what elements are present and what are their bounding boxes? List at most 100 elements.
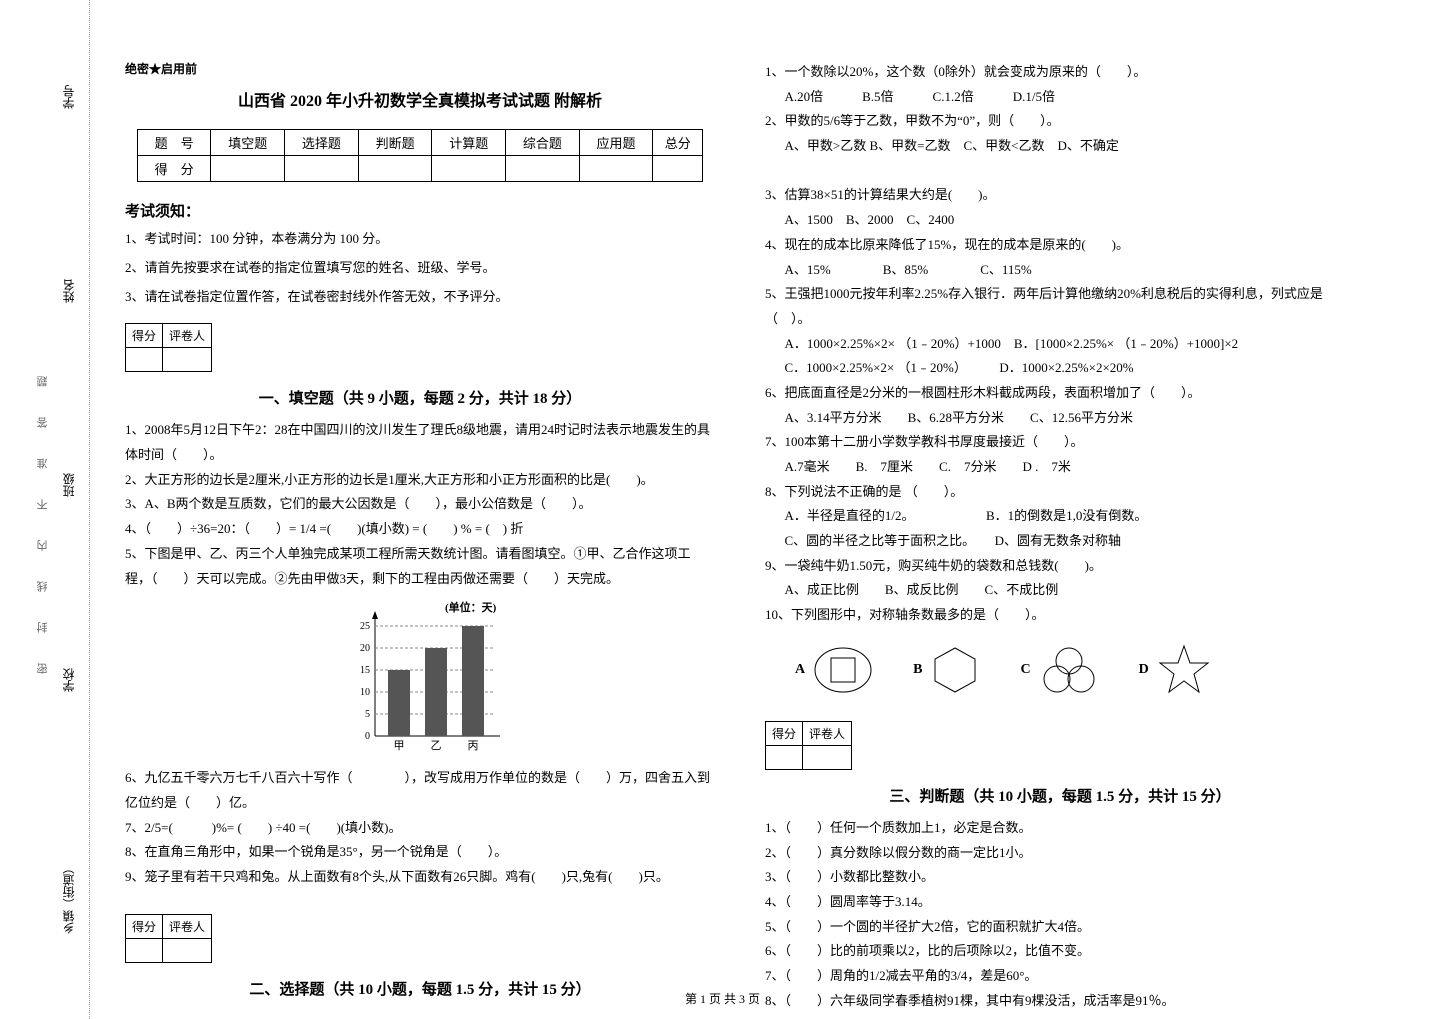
x-label: 甲 [394,740,405,751]
chart-unit-label: (单位：天) [445,601,497,614]
y-tick: 15 [360,665,370,676]
instruction-item: 3、请在试卷指定位置作答，在试卷密封线外作答无效，不予评分。 [125,287,715,308]
y-tick: 0 [365,731,370,742]
shape-label: D [1139,662,1149,678]
score-label: 得分 [126,324,163,348]
choice-q5-opts-b: C．1000×2.25%×2× （1﹣20%） D．1000×2.25%×2×2… [765,356,1355,381]
bar-jia [388,670,410,736]
fill-q6: 6、九亿五千零六万七千八百六十写作（ ），改写成用万作单位的数是（ ）万，四舍五… [125,766,715,815]
choice-q3-opts: A、1500 B、2000 C、2400 [765,208,1355,233]
y-tick: 20 [360,643,370,654]
section-score-box: 得分 评卷人 [125,914,212,963]
shape-b: B [913,645,980,695]
square-in-ellipse-icon [813,645,873,695]
confidential-text: 绝密★启用前 [125,60,715,77]
score-th: 计算题 [432,130,506,156]
shape-label: A [795,662,805,678]
choice-q6: 6、把底面直径是2分米的一根圆柱形木料截成两段，表面积增加了（ ）。 [765,381,1355,406]
section-3-heading: 三、判断题（共 10 小题，每题 1.5 分，共计 15 分） [765,785,1355,806]
choice-q9-opts: A、成正比例 B、成反比例 C、不成比例 [765,578,1355,603]
binding-field-labels: 乡镇（街道） 学校 班级 姓名 学号 [60,0,77,1019]
section-score-box: 得分 评卷人 [125,323,212,372]
y-tick: 25 [360,621,370,632]
score-label: 得分 [766,721,803,745]
right-column: 1、一个数除以20%，这个数（0除外）就会变成为原来的（ ）。 A.20倍 B.… [740,0,1380,980]
fill-q9: 9、笼子里有若干只鸡和兔。从上面数有8个头,从下面数有26只脚。鸡有( )只,兔… [125,865,715,890]
binding-edge: 乡镇（街道） 学校 班级 姓名 学号 密封线内不准答题 [0,0,90,1019]
choice-q2: 2、甲数的5/6等于乙数，甲数不为“0”，则（ ）。 [765,109,1355,134]
y-axis-arrow [372,611,378,619]
marker-label: 评卷人 [163,324,212,348]
score-td: 得 分 [137,156,211,182]
y-ticks: 25 20 15 10 5 0 [360,621,370,742]
left-column: 绝密★启用前 山西省 2020 年小升初数学全真模拟考试试题 附解析 题 号 填… [100,0,740,980]
judge-q7: 7、（ ）周角的1/2减去平角的3/4，差是60°。 [765,964,1355,989]
choice-q8-opts-a: A．半径是直径的1/2。 B．1的倒数是1,0没有倒数。 [765,504,1355,529]
choice-q3: 3、估算38×51的计算结果大约是( )。 [765,183,1355,208]
page-footer: 第 1 页 共 3 页 [0,990,1445,1007]
shape-d: D [1139,643,1212,698]
fill-questions: 1、2008年5月12日下午2：28在中国四川的汶川发生了理氏8级地震，请用24… [125,418,715,591]
choice-q4-opts: A、15% B、85% C、115% [765,258,1355,283]
score-th: 题 号 [137,130,211,156]
instruction-item: 1、考试时间：100 分钟，本卷满分为 100 分。 [125,229,715,250]
instructions-block: 考试须知： 1、考试时间：100 分钟，本卷满分为 100 分。 2、请首先按要… [125,200,715,307]
fill-q7: 7、2/5=( )%= ( ) ÷40 =( )(填小数)。 [125,816,715,841]
score-th: 填空题 [211,130,285,156]
choice-q9: 9、一袋纯牛奶1.50元，购买纯牛奶的袋数和总钱数( )。 [765,554,1355,579]
score-th: 综合题 [506,130,580,156]
y-tick: 10 [360,687,370,698]
judge-q2: 2、（ ）真分数除以假分数的商一定比1小。 [765,841,1355,866]
shape-options: A B C D [795,643,1355,698]
judge-questions: 1、（ ）任何一个质数加上1，必定是合数。 2、（ ）真分数除以假分数的商一定比… [765,816,1355,1014]
seal-line-text: 密封线内不准答题 [35,346,51,674]
judge-q1: 1、（ ）任何一个质数加上1，必定是合数。 [765,816,1355,841]
choice-q8: 8、下列说法不正确的是 （ ）。 [765,480,1355,505]
three-circles-icon [1039,645,1099,695]
judge-q4: 4、（ ）圆周率等于3.14。 [765,890,1355,915]
choice-questions: 1、一个数除以20%，这个数（0除外）就会变成为原来的（ ）。 A.20倍 B.… [765,60,1355,628]
hexagon-icon [930,645,980,695]
bar-chart-svg: (单位：天) 25 20 15 10 5 0 [330,601,510,751]
judge-q5: 5、（ ）一个圆的半径扩大2倍，它的面积就扩大4倍。 [765,915,1355,940]
star-icon [1157,643,1212,698]
score-label: 得分 [126,914,163,938]
binding-field: 乡镇（街道） [60,862,77,934]
exam-title: 山西省 2020 年小升初数学全真模拟考试试题 附解析 [125,87,715,111]
score-summary-table: 题 号 填空题 选择题 判断题 计算题 综合题 应用题 总分 得 分 [137,129,703,182]
choice-q6-opts: A、3.14平方分米 B、6.28平方分米 C、12.56平方分米 [765,406,1355,431]
binding-field: 班级 [60,473,77,497]
binding-field: 学校 [60,668,77,692]
y-tick: 5 [365,709,370,720]
x-labels: 甲 乙 丙 [394,739,479,751]
fill-q2: 2、大正方形的边长是2厘米,小正方形的边长是1厘米,大正方形和小正方形面积的比是… [125,468,715,493]
choice-q8-opts-b: C、圆的半径之比等于面积之比。 D、圆有无数条对称轴 [765,529,1355,554]
page-content: 绝密★启用前 山西省 2020 年小升初数学全真模拟考试试题 附解析 题 号 填… [100,0,1430,980]
x-label: 乙 [431,739,442,751]
shape-label: C [1020,662,1030,678]
bar-yi [425,648,447,736]
choice-q7: 7、100本第十二册小学数学教科书厚度最接近（ ）。 [765,430,1355,455]
score-th: 选择题 [285,130,359,156]
choice-q7-opts: A.7毫米 B. 7厘米 C. 7分米 D . 7米 [765,455,1355,480]
choice-q1: 1、一个数除以20%，这个数（0除外）就会变成为原来的（ ）。 [765,60,1355,85]
choice-q2-opts: A、甲数>乙数 B、甲数=乙数 C、甲数<乙数 D、不确定 [765,134,1355,159]
section-score-box: 得分 评卷人 [765,721,852,770]
shape-c: C [1020,645,1098,695]
choice-q10: 10、下列图形中，对称轴条数最多的是（ ）。 [765,603,1355,628]
bar-bing [462,626,484,736]
fill-q3: 3、A、B两个数是互质数，它们的最大公因数是（ ），最小公倍数是（ ）。 [125,492,715,517]
binding-field: 学号 [60,85,77,109]
binding-dashed-text: 密封线内不准答题 [35,0,51,1019]
instruction-item: 2、请首先按要求在试卷的指定位置填写您的姓名、班级、学号。 [125,258,715,279]
fill-q4: 4、（ ）÷36=20：（ ）= 1/4 =( )(填小数) = ( ) % =… [125,517,715,542]
judge-q3: 3、（ ）小数都比整数小。 [765,865,1355,890]
judge-q6: 6、（ ）比的前项乘以2，比的后项除以2，比值不变。 [765,939,1355,964]
bar-chart: (单位：天) 25 20 15 10 5 0 [125,601,715,756]
score-th: 总分 [653,130,703,156]
score-th: 判断题 [358,130,432,156]
fill-questions-cont: 6、九亿五千零六万七千八百六十写作（ ），改写成用万作单位的数是（ ）万，四舍五… [125,766,715,889]
score-th: 应用题 [579,130,653,156]
binding-field: 姓名 [60,279,77,303]
x-label: 丙 [468,740,479,751]
